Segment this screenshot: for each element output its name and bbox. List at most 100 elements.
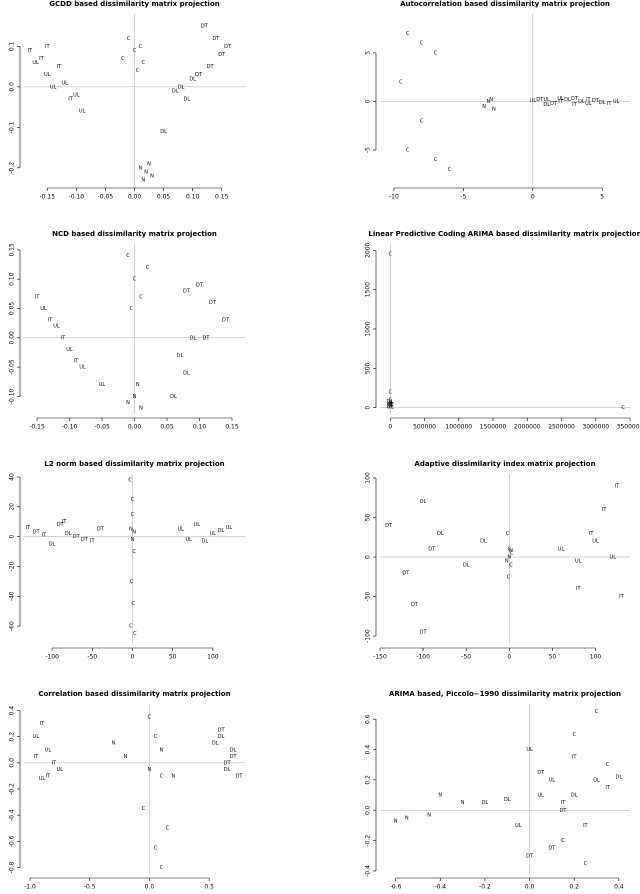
point: DL: [224, 767, 231, 773]
x-tick-label: 0.00: [128, 194, 142, 201]
point: UL: [33, 734, 40, 740]
point: DL: [183, 370, 190, 376]
y-tick-label: 0: [365, 555, 372, 559]
point: DT: [536, 97, 544, 103]
point: DL: [218, 528, 225, 534]
point: UL: [61, 80, 68, 86]
point: DL: [49, 542, 56, 548]
x-tick-label: -5: [460, 194, 466, 201]
point: N: [148, 767, 152, 773]
point: N: [129, 527, 133, 533]
x-tick-label: 0.0: [145, 884, 155, 891]
y-tick-label: 50: [365, 513, 372, 521]
point: C: [131, 497, 135, 503]
point: N: [505, 558, 509, 564]
point: C: [131, 512, 135, 518]
y-tick-label: 0.1: [9, 41, 16, 51]
x-tick-label: 5: [600, 194, 604, 201]
point: C: [507, 574, 511, 580]
x-tick-label: 1000000: [445, 424, 472, 431]
x-tick-label: -0.10: [62, 424, 78, 431]
point: N: [139, 406, 143, 412]
point: C: [127, 36, 131, 42]
point: DL: [578, 99, 585, 105]
point: N: [509, 548, 513, 554]
point: UL: [99, 382, 106, 388]
point: IT: [605, 785, 610, 791]
point: DT: [402, 570, 410, 576]
point: IT: [589, 531, 594, 537]
chart-title: Linear Predictive Coding ARIMA based dis…: [368, 230, 640, 238]
y-tick-label: 1500: [365, 282, 372, 297]
point: C: [130, 306, 134, 312]
y-tick-label: -0.8: [9, 861, 16, 873]
point: IT: [615, 483, 620, 489]
point: DL: [172, 88, 179, 94]
panel: GCDD based dissimilarity matrix projecti…: [9, 0, 245, 201]
point: DT: [207, 64, 215, 70]
point: N: [141, 177, 145, 183]
y-tick-label: -0.4: [365, 865, 372, 877]
point: C: [399, 80, 403, 86]
point: IT: [26, 525, 31, 531]
point: DL: [170, 394, 177, 400]
x-tick-label: -150: [373, 654, 387, 661]
point: C: [572, 732, 576, 738]
chart-title: GCDD based dissimilarity matrix projecti…: [49, 0, 219, 8]
chart-title: NCD based dissimilarity matrix projectio…: [52, 230, 217, 238]
y-tick-label: 0.2: [365, 775, 372, 785]
point: N: [126, 400, 130, 406]
point: DL: [593, 777, 600, 783]
point: C: [126, 253, 130, 259]
point: DT: [592, 98, 600, 104]
y-tick-label: 5: [365, 51, 372, 55]
y-tick-label: 0.2: [9, 732, 16, 742]
point: UL: [610, 555, 617, 561]
y-tick-label: 0: [365, 99, 372, 103]
point: DT: [428, 547, 436, 553]
point: DT: [548, 846, 556, 852]
point: UL: [530, 98, 537, 104]
point: UL: [53, 324, 60, 330]
y-tick-label: -0.05: [9, 359, 16, 375]
point: IT: [619, 594, 624, 600]
point: DL: [190, 335, 197, 341]
point: C: [132, 549, 136, 555]
point: IT: [607, 101, 612, 107]
y-tick-label: -0.2: [9, 162, 16, 174]
x-tick-label: -50: [461, 654, 471, 661]
point: C: [142, 806, 146, 812]
point: UL: [57, 767, 64, 773]
point: UL: [613, 99, 620, 105]
point: UL: [50, 84, 57, 90]
y-tick-label: -40: [9, 591, 16, 601]
y-tick-label: -50: [365, 591, 372, 601]
y-tick-label: 40: [9, 473, 16, 481]
point: N: [427, 812, 431, 818]
point: DL: [437, 531, 444, 537]
point: C: [584, 861, 588, 867]
y-tick-label: -0.1: [9, 121, 16, 133]
y-tick-label: -0.2: [9, 783, 16, 795]
y-tick-label: 2000: [365, 242, 372, 257]
point: IT: [586, 97, 591, 103]
point: UL: [526, 747, 533, 753]
y-tick-label: 0.0: [9, 82, 16, 92]
x-tick-label: 50: [169, 654, 177, 661]
point: IT: [45, 44, 50, 50]
point: C: [139, 294, 143, 300]
x-tick-label: -0.2: [479, 884, 491, 891]
point: IT: [52, 760, 57, 766]
x-tick-label: 2000000: [514, 424, 541, 431]
x-tick-label: 100: [590, 654, 602, 661]
point: DT: [209, 300, 217, 306]
point: IT: [61, 335, 66, 341]
chart-title: ARIMA based, Piccolo−1990 dissimilarity …: [389, 690, 621, 698]
point: C: [139, 44, 143, 50]
point: DT: [571, 96, 579, 102]
x-tick-label: 500000: [413, 424, 436, 431]
y-tick-label: 100: [365, 472, 372, 484]
x-tick-label: 0.15: [225, 424, 239, 431]
point: DT: [218, 728, 226, 734]
point: DT: [195, 72, 203, 78]
